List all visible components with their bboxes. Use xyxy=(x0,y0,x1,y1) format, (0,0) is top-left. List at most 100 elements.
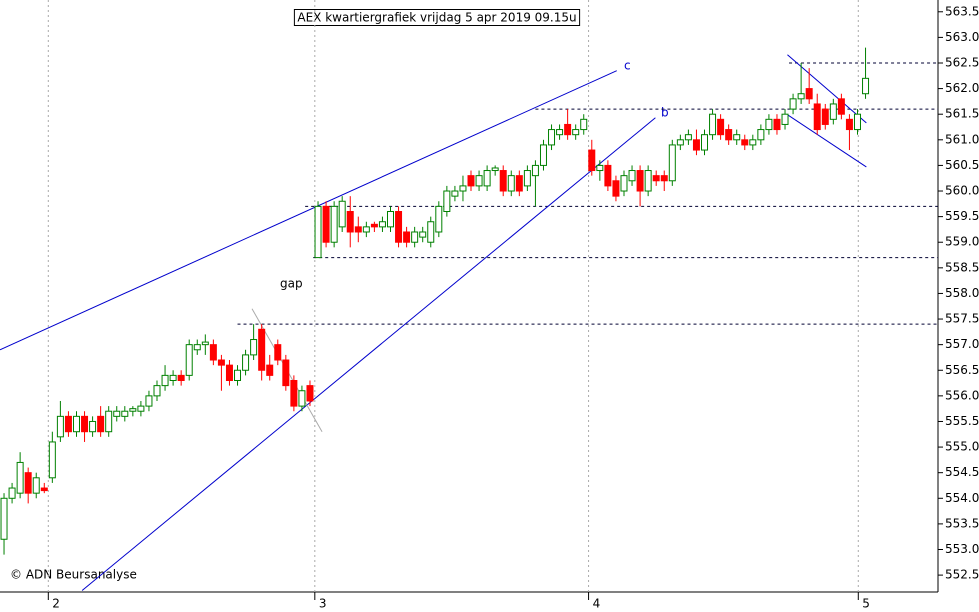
candle-body xyxy=(24,472,32,494)
candle-body xyxy=(97,415,105,433)
candle-body xyxy=(548,129,556,146)
candle-body xyxy=(105,410,113,433)
candle-body xyxy=(0,497,8,540)
candle-body xyxy=(837,98,845,115)
candle-body xyxy=(644,170,652,192)
candle-body xyxy=(773,118,781,131)
candle-body xyxy=(250,339,258,356)
candle-body xyxy=(660,175,668,182)
candle-body xyxy=(346,211,354,233)
candle-body xyxy=(258,328,266,371)
candle-body xyxy=(161,374,169,387)
candle-body xyxy=(290,379,298,407)
x-tick-label: 3 xyxy=(319,597,327,611)
candle-body xyxy=(177,374,185,381)
candle-body xyxy=(169,374,177,381)
candle-body xyxy=(40,487,48,492)
candle-body xyxy=(362,226,370,233)
candle-body xyxy=(676,139,684,146)
candle-body xyxy=(185,344,193,376)
candle-body xyxy=(386,211,394,228)
candle-body xyxy=(612,180,620,197)
y-tick-label: 555.0 xyxy=(945,440,979,454)
candle-body xyxy=(845,118,853,131)
candle-body xyxy=(32,477,40,494)
y-tick-label: 556.5 xyxy=(945,363,979,377)
candle-body xyxy=(113,410,121,417)
candle-body xyxy=(483,170,491,187)
y-tick-label: 563.0 xyxy=(945,30,979,44)
y-tick-label: 554.5 xyxy=(945,465,979,479)
candle-body xyxy=(652,175,660,182)
candle-body xyxy=(475,175,483,187)
candle-body xyxy=(821,108,829,125)
candle-body xyxy=(419,231,427,238)
trend-line xyxy=(787,54,867,124)
candle-body xyxy=(370,223,378,228)
candle-body xyxy=(805,88,813,100)
candle-body xyxy=(129,408,137,412)
credit: © ADN Beursanalyse xyxy=(10,568,137,582)
candle-body xyxy=(604,164,612,187)
candle-body xyxy=(733,134,741,141)
candle-body xyxy=(378,221,386,228)
candle-body xyxy=(411,231,419,243)
candle-body xyxy=(209,344,217,361)
candle-body xyxy=(314,205,322,259)
y-tick-label: 561.0 xyxy=(945,132,979,146)
candle-body xyxy=(862,77,870,95)
candle-body xyxy=(330,205,338,243)
y-tick-label: 556.0 xyxy=(945,388,979,402)
candle-body xyxy=(274,344,282,361)
y-tick-label: 554.0 xyxy=(945,491,979,505)
candle-body xyxy=(89,420,97,433)
candle-body xyxy=(636,170,644,192)
y-tick-label: 553.0 xyxy=(945,542,979,556)
candle-body xyxy=(507,175,515,192)
x-tick-label: 2 xyxy=(52,597,60,611)
candle-body xyxy=(515,175,523,192)
candle-body xyxy=(539,144,547,166)
candle-body xyxy=(395,211,403,243)
candle-body xyxy=(217,359,225,366)
candle-body xyxy=(16,461,24,494)
candle-body xyxy=(8,487,16,499)
candle-body xyxy=(443,190,451,213)
candle-body xyxy=(853,113,861,131)
y-tick-label: 557.5 xyxy=(945,312,979,326)
candle-body xyxy=(741,139,749,146)
x-tick-label: 5 xyxy=(862,597,870,611)
candle-body xyxy=(81,415,89,433)
annotation: b xyxy=(661,106,669,120)
candle-body xyxy=(435,205,443,233)
candle-body xyxy=(692,139,700,151)
y-tick-label: 559.0 xyxy=(945,235,979,249)
y-tick-label: 559.5 xyxy=(945,209,979,223)
candle-body xyxy=(137,405,145,412)
candle-body xyxy=(757,129,765,141)
y-tick-label: 558.5 xyxy=(945,260,979,274)
candle-body xyxy=(523,170,531,187)
candle-body xyxy=(64,415,72,433)
candle-body xyxy=(709,113,717,136)
y-tick-label: 555.5 xyxy=(945,414,979,428)
y-tick-label: 562.0 xyxy=(945,81,979,95)
y-tick-label: 563.5 xyxy=(945,4,979,18)
title-box xyxy=(293,9,581,26)
candle-body xyxy=(725,129,733,141)
candle-body xyxy=(829,103,837,120)
annotation: gap xyxy=(280,277,303,291)
candle-body xyxy=(789,98,797,110)
candle-body xyxy=(338,200,346,228)
candle-body xyxy=(298,390,306,407)
candle-body xyxy=(403,231,411,243)
candle-body xyxy=(451,190,459,197)
candle-body xyxy=(813,103,821,131)
candle-body xyxy=(56,415,64,438)
candle-body xyxy=(467,175,475,187)
candle-body xyxy=(121,410,129,417)
annotation: c xyxy=(624,59,631,73)
candle-body xyxy=(588,149,596,172)
candle-body xyxy=(580,118,588,131)
